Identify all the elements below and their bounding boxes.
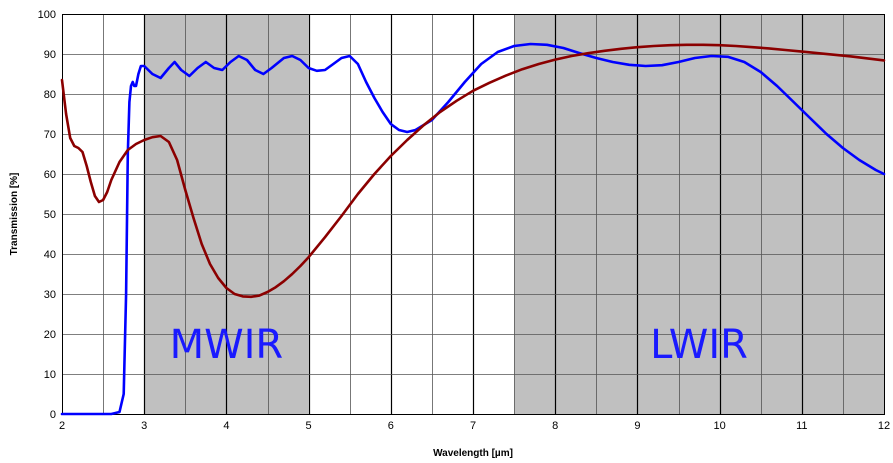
x-axis-title: Wavelength [µm]: [433, 448, 513, 459]
band-label-lwir: LWIR: [650, 322, 748, 368]
x-tick-label: 9: [634, 420, 640, 432]
x-tick-label: 4: [223, 420, 229, 432]
grid-lines: [62, 14, 884, 414]
y-tick-label: 80: [44, 89, 56, 101]
x-tick-label: 8: [552, 420, 558, 432]
x-tick-labels: 2 3 4 5 6 7 8 9 10 11 12: [59, 420, 890, 432]
series-layer: [60, 42, 886, 416]
y-tick-label: 0: [50, 409, 56, 421]
y-tick-label: 20: [44, 329, 56, 341]
x-tick-label: 3: [141, 420, 147, 432]
x-tick-label: 12: [878, 420, 890, 432]
x-tick-label: 6: [388, 420, 394, 432]
x-tick-label: 2: [59, 420, 65, 432]
x-tick-label: 10: [713, 420, 725, 432]
y-tick-label: 90: [44, 49, 56, 61]
x-tick-label: 5: [306, 420, 312, 432]
y-tick-label: 50: [44, 209, 56, 221]
x-tick-label: 7: [470, 420, 476, 432]
y-axis-title: Transmission [%]: [9, 173, 20, 256]
series-line-2: [60, 43, 886, 299]
x-tick-label: 11: [796, 420, 807, 432]
band-label-mwir: MWIR: [170, 322, 284, 368]
y-tick-label: 100: [38, 9, 56, 21]
y-tick-label: 70: [44, 129, 56, 141]
band-labels: MWIR LWIR: [170, 322, 748, 368]
y-tick-label: 40: [44, 249, 56, 261]
y-tick-label: 30: [44, 289, 56, 301]
y-tick-label: 10: [44, 369, 56, 381]
series-line-1: [60, 42, 886, 416]
plot-frame: [62, 14, 885, 415]
y-tick-labels: 0 10 20 30 40 50 60 70 80 90 100: [38, 9, 56, 421]
shaded-band-lwir: [514, 14, 884, 414]
y-tick-label: 60: [44, 169, 56, 181]
